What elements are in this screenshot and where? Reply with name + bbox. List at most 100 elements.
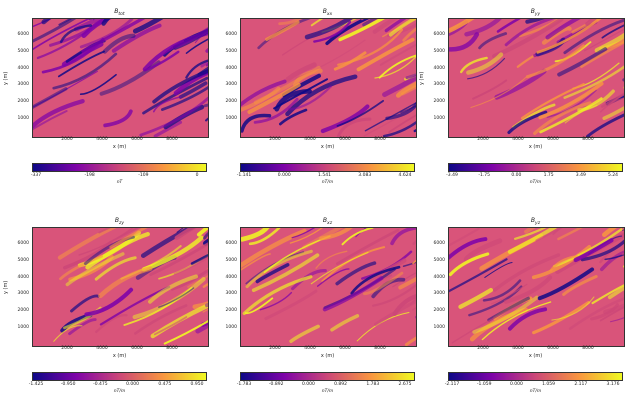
field-streak bbox=[242, 275, 313, 316]
field-streak bbox=[53, 325, 83, 342]
colorbar bbox=[32, 163, 207, 172]
field-streak bbox=[152, 96, 182, 113]
field-streak bbox=[487, 296, 530, 322]
field-streak bbox=[580, 40, 624, 68]
field-streak bbox=[388, 19, 416, 37]
field-streak bbox=[622, 78, 624, 82]
field-streak bbox=[484, 261, 513, 278]
field-streak bbox=[335, 228, 400, 266]
field-streak bbox=[557, 47, 608, 77]
colorbar bbox=[240, 372, 415, 381]
y-tick-label: 1000 bbox=[433, 325, 445, 331]
field-streak bbox=[173, 70, 208, 96]
field-streak bbox=[458, 287, 494, 309]
field-streak bbox=[33, 70, 98, 108]
colorbar-tick-label: -198 bbox=[84, 173, 95, 178]
colorbar-tick-label: -1.75 bbox=[478, 173, 491, 178]
field-streak bbox=[400, 104, 416, 114]
x-tick-label: 6000 bbox=[131, 346, 143, 351]
y-tick-label: 5000 bbox=[17, 48, 29, 54]
field-streak bbox=[81, 19, 146, 53]
y-tick-label: 6000 bbox=[17, 240, 29, 246]
field-streak bbox=[603, 303, 624, 315]
colorbar-tick-label: 2.117 bbox=[574, 382, 588, 387]
field-streak bbox=[478, 32, 508, 50]
colorbar-tick-label: 4.624 bbox=[398, 173, 412, 178]
field-streak bbox=[533, 101, 592, 135]
field-streak bbox=[98, 228, 111, 234]
colorbar-tick-label: 2.675 bbox=[398, 382, 412, 387]
y-axis-label: y (m) bbox=[3, 71, 9, 85]
field-streak bbox=[492, 19, 564, 59]
field-streak bbox=[111, 23, 162, 53]
colorbar-tick-label: 0.950 bbox=[190, 382, 204, 387]
field-streak bbox=[449, 258, 508, 293]
heatmap-field bbox=[448, 18, 625, 138]
field-streak bbox=[320, 104, 370, 134]
field-streak bbox=[132, 277, 206, 320]
x-tick-label: 6000 bbox=[547, 346, 559, 351]
y-tick-label: 3000 bbox=[433, 82, 445, 88]
field-streak bbox=[374, 55, 416, 79]
field-streak bbox=[464, 19, 502, 37]
field-streak bbox=[68, 318, 97, 336]
field-streak bbox=[251, 253, 320, 293]
field-streak bbox=[291, 269, 327, 291]
field-streak bbox=[310, 252, 369, 285]
colorbar-label: nT/m bbox=[321, 389, 334, 394]
colorbar-label: nT/m bbox=[529, 389, 542, 394]
field-streak bbox=[153, 316, 188, 336]
field-streak bbox=[355, 228, 367, 238]
field-streak bbox=[142, 76, 208, 115]
x-tick-label: 4000 bbox=[96, 346, 108, 351]
field-streak bbox=[472, 295, 539, 334]
field-streak bbox=[200, 60, 208, 68]
field-streak bbox=[313, 20, 352, 43]
field-streak bbox=[194, 31, 208, 44]
panel-title: Byy bbox=[530, 8, 541, 18]
colorbar bbox=[448, 372, 623, 381]
field-streak bbox=[336, 117, 372, 137]
field-streak bbox=[599, 306, 624, 322]
field-streak bbox=[285, 62, 317, 82]
field-streak bbox=[371, 283, 416, 307]
field-streak bbox=[601, 24, 624, 39]
field-streak bbox=[388, 114, 416, 134]
colorbar-label: nT/m bbox=[113, 389, 126, 394]
field-streak bbox=[253, 65, 321, 105]
colorbar-tick-label: 0.000 bbox=[509, 382, 523, 387]
heatmap-field bbox=[240, 18, 417, 138]
field-streak bbox=[255, 263, 290, 284]
field-streak bbox=[617, 233, 624, 239]
field-streak bbox=[241, 253, 271, 271]
panel-title: Bxz bbox=[322, 217, 333, 227]
y-tick-label: 6000 bbox=[225, 240, 237, 246]
field-streak bbox=[289, 228, 324, 244]
field-streak bbox=[289, 324, 320, 344]
field-streak bbox=[600, 97, 624, 113]
x-tick-label: 4000 bbox=[96, 137, 108, 142]
x-axis-label: x (m) bbox=[320, 144, 335, 150]
field-streak bbox=[562, 275, 598, 296]
field-streak bbox=[185, 38, 208, 54]
field-streak bbox=[400, 84, 416, 96]
field-streak bbox=[382, 19, 416, 38]
y-tick-label: 5000 bbox=[17, 257, 29, 263]
field-streak bbox=[95, 313, 128, 334]
field-streak bbox=[586, 113, 624, 137]
field-streak bbox=[538, 81, 604, 120]
field-streak bbox=[507, 307, 548, 331]
field-streak bbox=[378, 54, 416, 79]
x-tick-label: 4000 bbox=[512, 137, 524, 142]
x-tick-label: 2000 bbox=[61, 137, 73, 142]
field-streak bbox=[149, 242, 208, 277]
field-streak bbox=[65, 252, 125, 287]
y-tick-label: 6000 bbox=[225, 31, 237, 37]
field-streak bbox=[364, 102, 416, 132]
y-tick-label: 1000 bbox=[225, 325, 237, 331]
y-axis-label: y (m) bbox=[3, 280, 9, 294]
field-streak bbox=[563, 19, 624, 55]
colorbar-tick-label: 0.475 bbox=[158, 382, 172, 387]
field-streak bbox=[190, 253, 208, 265]
x-tick-label: 6000 bbox=[339, 346, 351, 351]
